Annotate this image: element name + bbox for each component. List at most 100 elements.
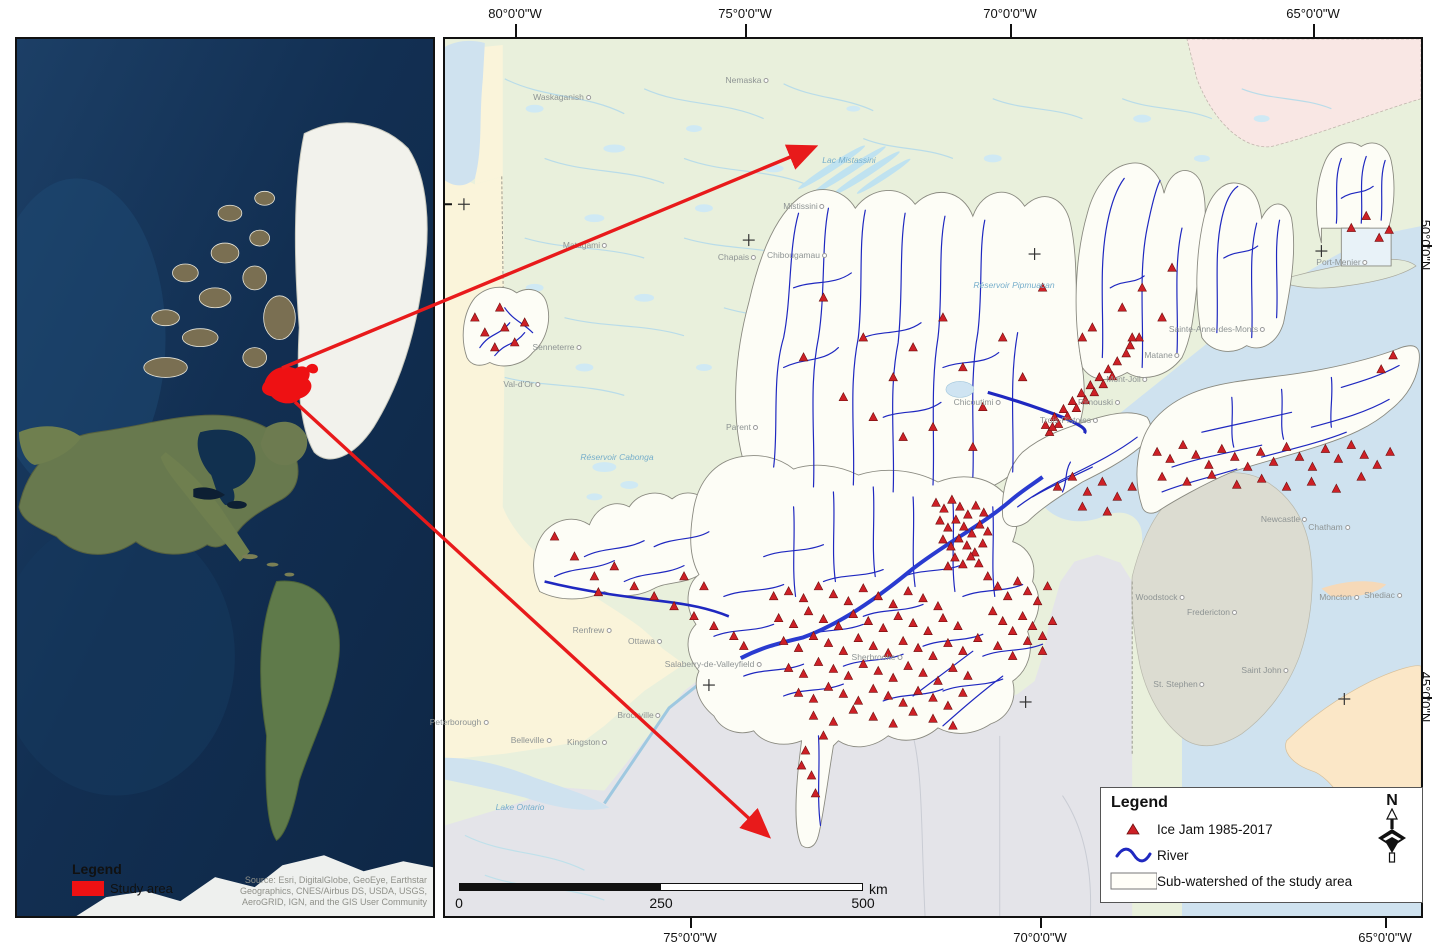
axis-tick — [1385, 918, 1387, 928]
ice-jam-point — [783, 662, 794, 672]
ice-jam-point — [923, 625, 933, 635]
ice-jam-point — [838, 391, 849, 402]
ice-jam-point — [928, 650, 938, 660]
ice-jam-point — [1385, 446, 1395, 456]
ice-jam-point — [928, 713, 938, 723]
river-line-icon — [1109, 846, 1157, 864]
ice-jam-point — [1085, 379, 1096, 390]
ice-jam-point — [970, 547, 980, 557]
ice-jam-point — [868, 683, 879, 693]
antarctica — [76, 855, 433, 916]
ice-jam-point — [992, 581, 1003, 591]
ice-jam-point — [1017, 372, 1028, 382]
ice-jam-point — [858, 332, 869, 342]
ice-jam-point — [963, 509, 973, 519]
ice-jam-point — [1217, 443, 1227, 453]
ice-jam-point — [888, 372, 898, 382]
ice-jam-point — [1049, 411, 1060, 421]
ice-jam-point — [973, 632, 983, 642]
ice-jam-point — [968, 441, 978, 451]
ice-jam-point — [878, 622, 888, 632]
ice-jam-point — [1388, 350, 1398, 360]
alaska — [18, 426, 82, 466]
ice-jam-point — [1127, 332, 1137, 342]
inset-map-graphic — [17, 39, 433, 916]
ice-jam-point — [1281, 441, 1292, 451]
ice-jam-point — [1384, 224, 1394, 234]
scale-bar-number: 0 — [455, 895, 463, 911]
ice-jam-point — [1058, 403, 1069, 413]
scale-bar-unit: km — [869, 881, 888, 897]
ice-jam-point — [938, 534, 948, 544]
ice-jam-point — [992, 640, 1003, 650]
ice-jam-point — [833, 620, 844, 631]
ice-jam-point — [1042, 581, 1053, 591]
ice-jam-point — [933, 675, 943, 685]
legend-item-label: Sub-watershed of the study area — [1157, 873, 1353, 889]
inset-legend-title: Legend — [72, 861, 122, 877]
ice-jam-point — [938, 312, 948, 322]
ice-jam-point — [1037, 282, 1048, 292]
ice-jam-point — [975, 519, 985, 529]
ice-jam-point — [1361, 210, 1372, 220]
ice-jam-point — [818, 613, 829, 624]
ice-jam-point — [938, 612, 948, 623]
ice-jam-point — [943, 522, 953, 532]
ice-jam-point — [1121, 348, 1131, 358]
ice-jam-point — [918, 667, 928, 677]
inset-locator-map: Legend Study area Source: Esri, DigitalG… — [15, 37, 435, 918]
axis-tick — [690, 918, 692, 928]
ice-jam-point — [987, 605, 998, 616]
ice-jam-point — [958, 645, 968, 655]
ice-jam-point — [1112, 491, 1123, 501]
ice-jam-point — [939, 503, 949, 513]
ice-jam-point — [853, 632, 864, 642]
ice-jam-point — [823, 681, 834, 691]
ice-jam-point — [1103, 364, 1114, 374]
ice-jam-point — [1191, 449, 1201, 459]
ice-jam-point — [858, 583, 869, 593]
ice-jam-point — [1037, 630, 1048, 640]
axis-tick — [1040, 918, 1042, 928]
ice-jam-point — [1037, 645, 1048, 655]
ice-jam-point — [962, 540, 972, 550]
ice-jam-point — [966, 551, 976, 561]
ice-jam-point — [1281, 481, 1292, 491]
axis-label-bottom: 65°0'0"W — [1358, 930, 1412, 945]
ice-jam-point — [1102, 506, 1113, 516]
ice-jam-point — [898, 697, 908, 707]
subwatershed-clipped-box — [1340, 227, 1392, 267]
ice-jam-point — [1374, 232, 1384, 242]
ice-jam-point — [1165, 453, 1175, 463]
subwatershed-swatch-icon — [1109, 871, 1157, 891]
ice-jam-point — [1002, 591, 1013, 601]
lac-saint-jean — [945, 381, 975, 398]
ice-jam-point — [1112, 356, 1123, 366]
ice-jam-point — [1107, 371, 1118, 381]
ice-jam-point — [818, 730, 829, 740]
axis-label-bottom: 75°0'0"W — [663, 930, 717, 945]
study-area-swatch-icon — [72, 881, 104, 896]
ice-jam-point — [898, 635, 908, 645]
ice-jam-point — [803, 605, 814, 616]
ice-jam-point — [783, 586, 794, 596]
ice-jam-point — [868, 711, 879, 721]
ice-jam-point — [1067, 395, 1078, 406]
ice-jam-point — [913, 642, 923, 652]
ice-jam-point — [1098, 379, 1109, 389]
land-pink-region — [1186, 39, 1421, 148]
state-borders — [912, 735, 1092, 916]
ice-jam-point — [967, 528, 977, 538]
main-map: Waskaganish Nemaska Matagami Mistissini Chap… — [430, 37, 1423, 918]
ice-jam-point — [848, 704, 859, 714]
ice-jam-point — [978, 401, 988, 412]
ice-jam-point — [943, 637, 953, 647]
ice-jam-point — [946, 541, 956, 551]
ice-jam-point — [1007, 625, 1018, 635]
ice-jam-point — [843, 596, 854, 606]
axis-tick — [745, 24, 747, 37]
ice-jam-point — [1012, 576, 1023, 586]
main-map-graphic — [445, 39, 1421, 916]
ice-jam-point — [868, 640, 879, 650]
ice-jam-point — [808, 710, 819, 720]
